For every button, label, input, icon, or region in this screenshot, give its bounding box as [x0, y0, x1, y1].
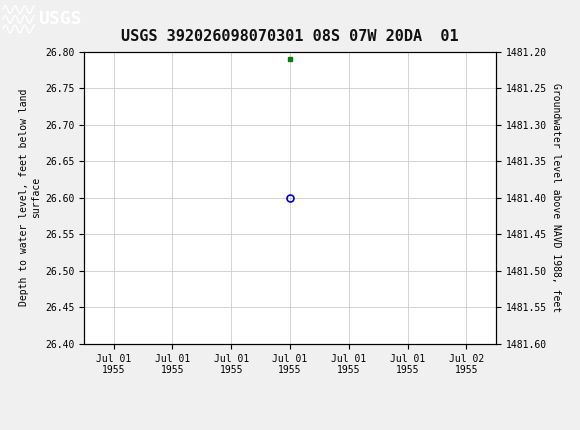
Y-axis label: Depth to water level, feet below land
surface: Depth to water level, feet below land su…	[19, 89, 41, 307]
Y-axis label: Groundwater level above NAVD 1988, feet: Groundwater level above NAVD 1988, feet	[551, 83, 561, 312]
Text: USGS 392026098070301 08S 07W 20DA  01: USGS 392026098070301 08S 07W 20DA 01	[121, 29, 459, 44]
Text: USGS: USGS	[38, 10, 81, 28]
